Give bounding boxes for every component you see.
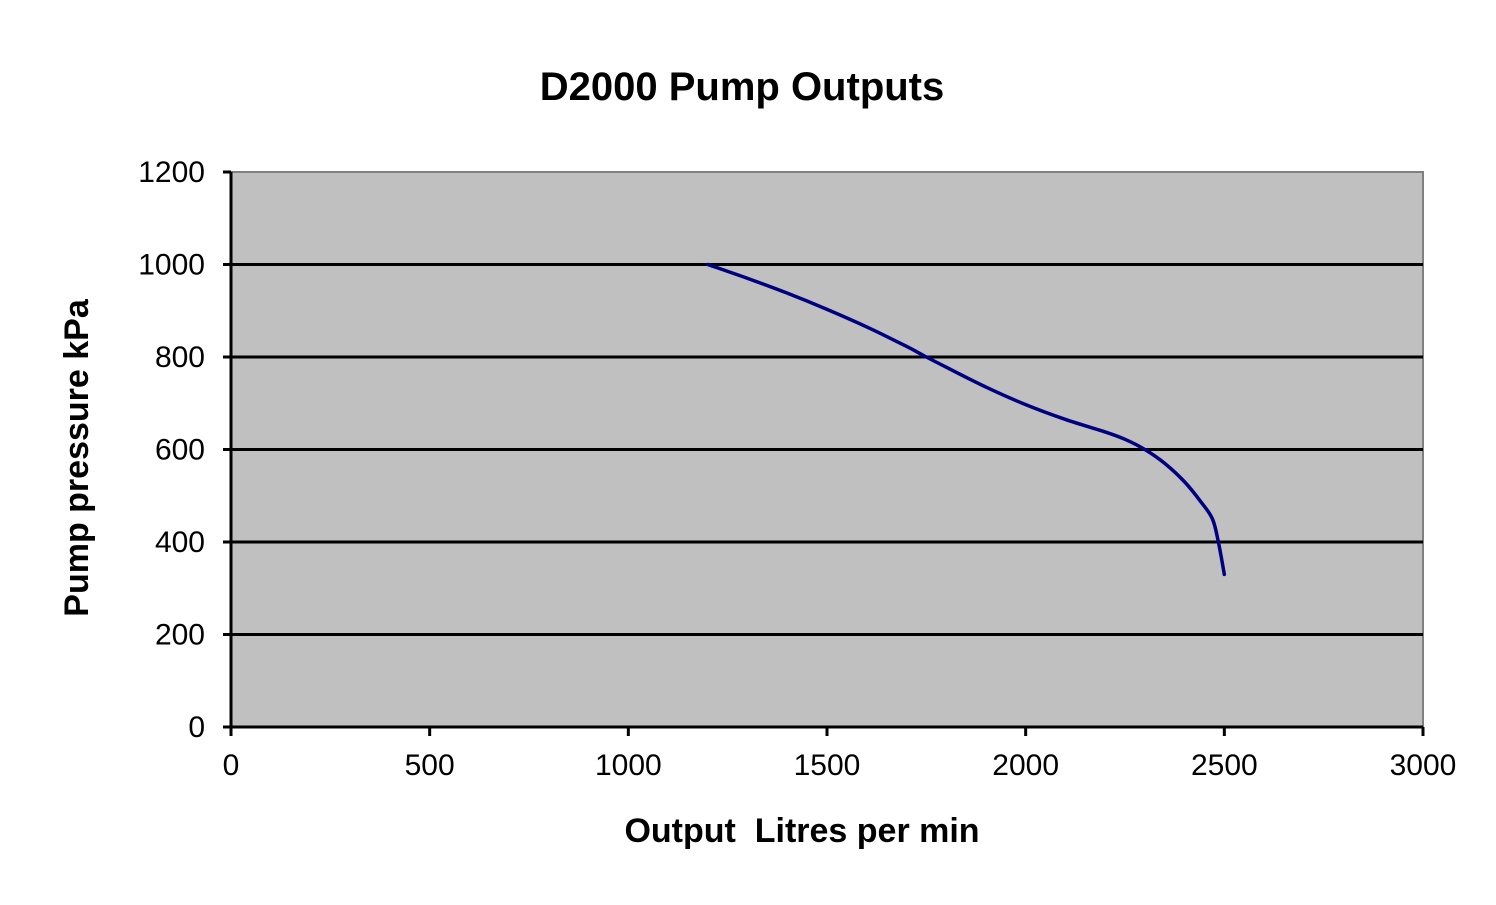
- y-axis-title: Pump pressure kPa: [58, 298, 96, 617]
- y-tick-label: 600: [155, 434, 205, 467]
- x-tick-label: 3000: [1390, 749, 1457, 782]
- y-tick-label: 0: [188, 711, 205, 744]
- x-tick-label: 2000: [992, 749, 1059, 782]
- y-tick-label: 1200: [138, 156, 205, 189]
- chart-title: D2000 Pump Outputs: [540, 65, 945, 109]
- y-tick-label: 400: [155, 526, 205, 559]
- y-tick-label: 1000: [138, 249, 205, 282]
- y-tick-label: 800: [155, 341, 205, 374]
- series-line-0: [706, 262, 1227, 577]
- series-layer: [706, 262, 1227, 577]
- x-tick-label: 0: [223, 749, 240, 782]
- y-tick-labels: 0 200 400 600 800 1000 1200: [138, 156, 205, 744]
- x-tick-label: 1500: [794, 749, 861, 782]
- axes: [223, 170, 1425, 736]
- x-tick-labels: 0 500 1000 1500 2000 2500 3000: [223, 749, 1457, 782]
- x-tick-label: 2500: [1191, 749, 1258, 782]
- x-tick-label: 1000: [595, 749, 662, 782]
- y-tick-label: 200: [155, 619, 205, 652]
- x-tick-label: 500: [405, 749, 455, 782]
- x-axis-title: Output Litres per min: [624, 812, 979, 850]
- gridlines: [231, 263, 1423, 636]
